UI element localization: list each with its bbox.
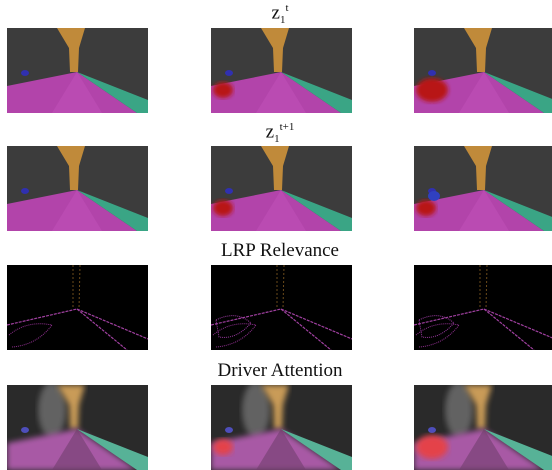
background bbox=[414, 265, 552, 350]
image bbox=[211, 28, 352, 113]
object bbox=[428, 427, 436, 433]
image bbox=[211, 146, 352, 231]
blob bbox=[416, 435, 448, 459]
image bbox=[414, 28, 552, 113]
scene bbox=[211, 28, 352, 113]
object bbox=[21, 427, 29, 433]
background bbox=[7, 265, 148, 350]
image bbox=[414, 265, 552, 350]
image bbox=[211, 265, 352, 350]
image bbox=[7, 146, 148, 231]
object bbox=[428, 70, 436, 76]
label-base: z bbox=[272, 2, 280, 23]
scene bbox=[7, 28, 148, 113]
scene bbox=[7, 385, 148, 470]
image bbox=[211, 385, 352, 470]
background bbox=[211, 265, 352, 350]
scene bbox=[414, 28, 552, 113]
row-label: z1t bbox=[0, 2, 552, 26]
blob bbox=[416, 78, 448, 102]
scene bbox=[7, 146, 148, 231]
object bbox=[428, 191, 440, 201]
blob bbox=[213, 439, 233, 455]
image bbox=[414, 385, 552, 470]
label-sub: 1 bbox=[274, 133, 280, 145]
image bbox=[414, 146, 552, 231]
label-sub: 1 bbox=[280, 14, 286, 26]
label-sup: t+1 bbox=[280, 121, 295, 133]
image bbox=[7, 385, 148, 470]
scene bbox=[211, 385, 352, 470]
object bbox=[225, 70, 233, 76]
scene bbox=[414, 146, 552, 231]
image bbox=[7, 265, 148, 350]
object bbox=[21, 188, 29, 194]
row-label: Driver Attention bbox=[0, 360, 552, 382]
row-label: LRP Relevance bbox=[0, 240, 552, 262]
scene bbox=[414, 385, 552, 470]
figure: z1t z1t+1 LRP Relevance Driver Attention bbox=[0, 0, 552, 470]
object bbox=[225, 427, 233, 433]
image bbox=[7, 28, 148, 113]
row-label: z1t+1 bbox=[0, 121, 552, 145]
label-base: z bbox=[266, 121, 274, 142]
blob bbox=[416, 200, 436, 216]
object bbox=[21, 70, 29, 76]
blob bbox=[213, 200, 233, 216]
scene bbox=[211, 146, 352, 231]
label-sup: t bbox=[285, 2, 288, 14]
object bbox=[225, 188, 233, 194]
blob bbox=[213, 82, 233, 98]
